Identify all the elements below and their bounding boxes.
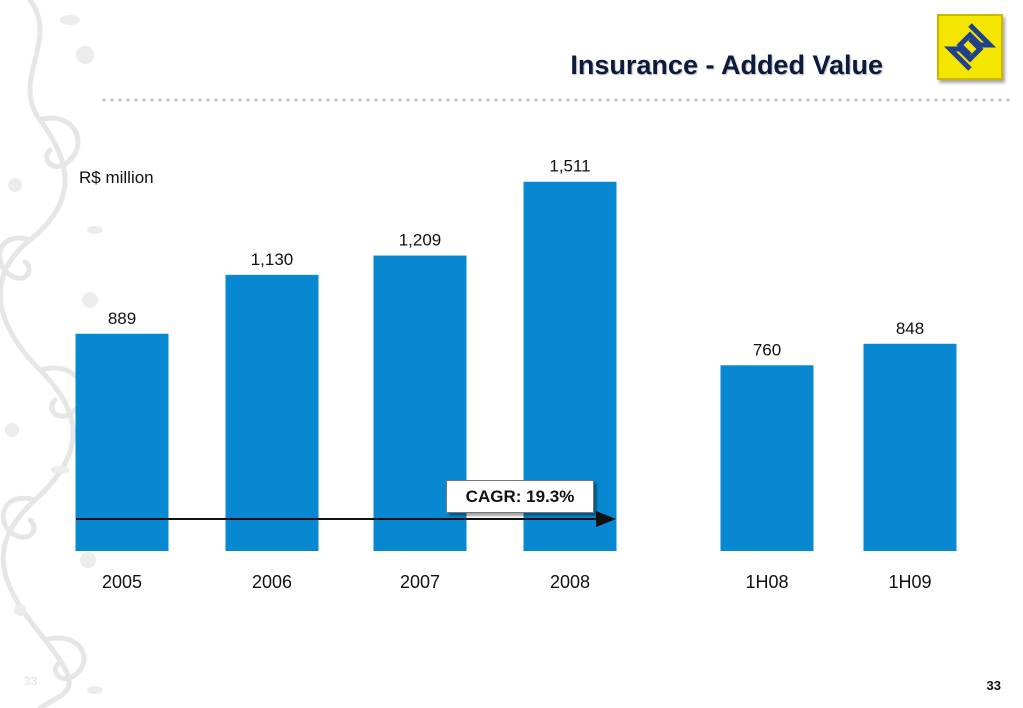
value-label-2005: 889 xyxy=(108,309,136,328)
page-number: 33 xyxy=(986,678,1001,693)
bar-2005 xyxy=(75,333,169,551)
banco-do-brasil-logo-icon xyxy=(937,14,1003,80)
faint-page-number: 33 xyxy=(24,674,38,688)
value-label-2006: 1,130 xyxy=(251,250,294,269)
category-label-2005: 2005 xyxy=(102,572,142,592)
category-label-2006: 2006 xyxy=(252,572,292,592)
category-label-1h08: 1H08 xyxy=(745,572,788,592)
cagr-annotation: CAGR: 19.3% xyxy=(446,480,594,513)
bar-1h08 xyxy=(720,365,814,551)
value-label-1h08: 760 xyxy=(753,340,781,359)
value-label-2007: 1,209 xyxy=(399,231,442,250)
category-label-2007: 2007 xyxy=(400,572,440,592)
value-label-1h09: 848 xyxy=(896,319,924,338)
page-title: Insurance - Added Value xyxy=(570,50,883,80)
y-axis-unit-label: R$ million xyxy=(79,168,154,187)
category-label-2008: 2008 xyxy=(550,572,590,592)
bar-2006 xyxy=(225,274,319,551)
decorative-floral-ornament xyxy=(0,0,103,708)
category-label-1h09: 1H09 xyxy=(888,572,931,592)
dotted-separator xyxy=(100,97,1010,103)
logo-mark-icon xyxy=(944,23,996,71)
value-label-2008: 1,511 xyxy=(549,157,590,176)
bar-1h09 xyxy=(863,343,957,551)
